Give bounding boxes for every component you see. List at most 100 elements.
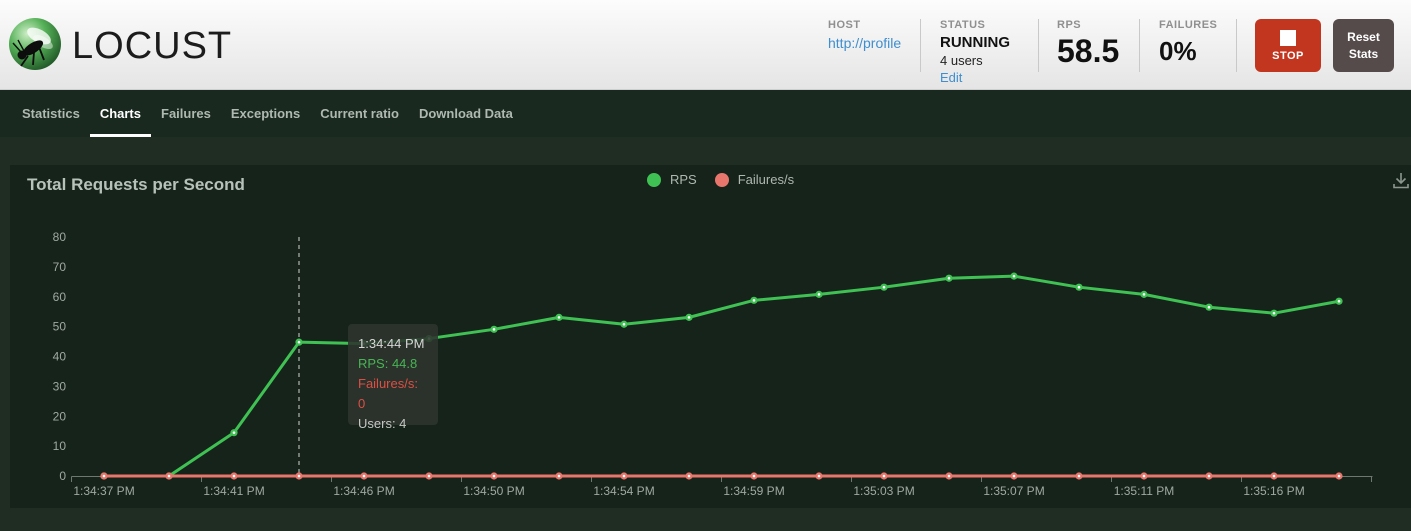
rps-point-center xyxy=(492,328,496,331)
rps-point-center xyxy=(882,285,886,289)
rps-point-center xyxy=(1142,293,1146,296)
divider xyxy=(1139,19,1140,72)
divider xyxy=(920,19,921,72)
rps-point-center xyxy=(622,322,626,326)
x-axis-label: 1:34:37 PM xyxy=(73,484,134,498)
y-axis-label: 50 xyxy=(53,320,67,334)
y-axis-label: 30 xyxy=(53,379,67,393)
rps-value: 58.5 xyxy=(1057,33,1120,69)
x-axis-label: 1:35:11 PM xyxy=(1114,484,1174,498)
rps-point-center xyxy=(557,316,561,319)
divider xyxy=(1038,19,1039,72)
chart-tooltip: 1:34:44 PM RPS: 44.8 Failures/s: 0 Users… xyxy=(348,324,438,431)
rps-point-center xyxy=(947,276,951,280)
rps-point-center xyxy=(232,431,236,434)
download-chart-icon[interactable] xyxy=(1390,170,1411,192)
failures-s-point-center xyxy=(1272,474,1276,478)
divider xyxy=(1236,19,1237,72)
failures-s-point-center xyxy=(622,474,626,478)
failures-s-point-center xyxy=(1077,474,1081,478)
tab-download-data[interactable]: Download Data xyxy=(418,106,513,121)
failures-label: FAILURES xyxy=(1159,19,1218,31)
failures-s-point-center xyxy=(557,474,561,478)
stop-button-label: STOP xyxy=(1272,49,1304,62)
tab-exceptions[interactable]: Exceptions xyxy=(230,106,301,121)
host-label: HOST xyxy=(828,19,861,31)
stop-button[interactable]: STOP xyxy=(1255,19,1321,72)
rps-section: RPS 58.5 xyxy=(1057,19,1119,70)
tab-failures[interactable]: Failures xyxy=(161,106,211,121)
rps-chart[interactable]: 0 10 20 30 40 50 60 70 80 1:34:37 PM 1:34:41 PM 1:3… xyxy=(10,165,1411,508)
x-axis-label: 1:35:03 PM xyxy=(853,484,914,498)
failures-s-point-center xyxy=(362,474,366,478)
tooltip-time: 1:34:44 PM xyxy=(358,336,425,351)
edit-link[interactable]: Edit xyxy=(940,70,963,85)
failures-s-point-center xyxy=(427,474,431,478)
rps-point-center xyxy=(1337,299,1341,303)
rps-point-center xyxy=(1012,274,1016,278)
host-section: HOST http://profile xyxy=(828,19,901,51)
y-axis-label: 0 xyxy=(59,469,66,483)
rps-line xyxy=(104,274,1340,478)
y-axis-label: 60 xyxy=(53,290,67,304)
chart-title: Total Requests per Second xyxy=(27,175,245,194)
main: Total Requests per Second RPS Failures/s … xyxy=(0,137,1411,531)
reset-stats-button[interactable]: Reset Stats xyxy=(1333,19,1394,72)
failures-s-point-center xyxy=(947,474,951,478)
host-link[interactable]: http://profile xyxy=(828,35,902,51)
tooltip-users: Users: 4 xyxy=(358,416,407,431)
legend-item-failures-s[interactable]: Failures/s xyxy=(714,172,795,187)
tooltip-rps: RPS: 44.8 xyxy=(358,356,418,371)
failures-s-point-center xyxy=(232,474,236,478)
rps-point-center xyxy=(1207,305,1211,309)
failures-s-point-center xyxy=(1142,474,1146,478)
rps-point-center xyxy=(687,316,691,319)
tab-statistics[interactable]: Statistics xyxy=(22,106,80,121)
legend-label: Failures/s xyxy=(737,172,795,187)
chart-legend: RPS Failures/s xyxy=(647,172,794,187)
rps-point-center xyxy=(752,299,756,302)
failures-s-point-center xyxy=(1012,474,1016,478)
y-axis-label: 10 xyxy=(53,439,67,453)
status-users: 4 users xyxy=(940,53,983,68)
stop-square-icon xyxy=(1280,29,1296,46)
series-failures-s xyxy=(100,472,1343,480)
failures-s-point-center xyxy=(167,474,171,478)
failures-s-point-center xyxy=(752,474,756,478)
status-label: STATUS xyxy=(940,19,986,31)
tooltip-failures: Failures/s: 0 xyxy=(358,376,418,411)
logo-text: LOCUST xyxy=(72,25,233,67)
y-axis-label: 20 xyxy=(53,409,67,423)
legend-item-rps[interactable]: RPS xyxy=(647,172,697,187)
x-axis-label: 1:35:07 PM xyxy=(983,484,1044,498)
status-value: RUNNING xyxy=(940,34,1010,51)
failures-s-point-center xyxy=(882,474,886,478)
rps-point-center xyxy=(817,293,821,296)
x-axis-label: 1:34:46 PM xyxy=(333,484,394,498)
x-axis-label: 1:34:41 PM xyxy=(203,484,264,498)
failures-s-point-center xyxy=(297,474,301,478)
y-axis-label: 80 xyxy=(53,230,67,244)
failures-value: 0% xyxy=(1159,36,1197,66)
failures-s-point-center xyxy=(102,474,106,478)
nav-tabs: Statistics Charts Failures Exceptions Curren… xyxy=(0,90,1411,137)
failures-section: FAILURES 0% xyxy=(1159,19,1217,67)
x-axis-label: 1:34:59 PM xyxy=(723,484,784,498)
tab-charts[interactable]: Charts xyxy=(89,90,151,137)
series-rps xyxy=(100,272,1343,480)
failures-s-point-center xyxy=(492,474,496,478)
failures-s-point-center xyxy=(1337,474,1341,478)
tab-current-ratio[interactable]: Current ratio xyxy=(320,106,399,121)
y-axis-label: 40 xyxy=(53,350,67,364)
header: LOCUST HOST http://profile STATUS RUNNIN… xyxy=(0,0,1411,90)
failures-s-point-center xyxy=(1207,474,1211,478)
legend-label: RPS xyxy=(670,172,697,187)
y-axis-label: 70 xyxy=(53,260,67,274)
rps-point-center xyxy=(297,340,301,344)
x-axis-label: 1:34:50 PM xyxy=(463,484,524,498)
chart-panel[interactable]: Total Requests per Second RPS Failures/s … xyxy=(10,165,1411,508)
locust-logo-icon xyxy=(8,17,62,76)
legend-dot-icon xyxy=(714,172,729,187)
status-section: STATUS RUNNING 4 users Edit xyxy=(940,19,1010,85)
rps-point-center xyxy=(1272,311,1276,315)
